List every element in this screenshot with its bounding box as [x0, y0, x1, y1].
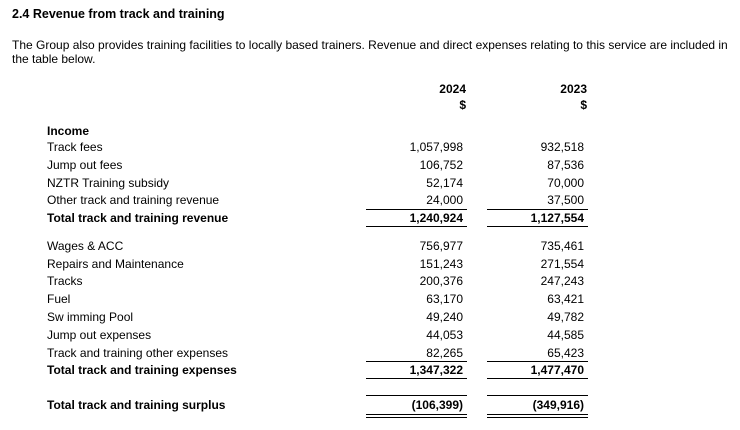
total-rule	[366, 226, 467, 227]
income-row-2023: 932,518	[540, 140, 584, 154]
total-revenue-2024: 1,240,924	[409, 211, 463, 225]
expense-row-2024: 63,170	[426, 292, 463, 306]
expense-row-2024: 44,053	[426, 328, 463, 342]
expense-row-2023: 49,782	[547, 310, 584, 324]
income-row-2023: 70,000	[547, 176, 584, 190]
income-row-2024: 106,752	[419, 158, 463, 172]
total-expenses-label: Total track and training expenses	[47, 363, 237, 377]
expense-row-label: Jump out expenses	[47, 328, 152, 342]
surplus-double-rule	[366, 414, 467, 418]
expense-row-2024: 151,243	[419, 257, 463, 271]
expense-row-2023: 247,243	[540, 274, 584, 288]
expense-row-2023: 44,585	[547, 328, 584, 342]
surplus-top-rule	[487, 395, 588, 396]
expense-row-label: Wages & ACC	[47, 239, 124, 253]
total-revenue-label: Total track and training revenue	[47, 211, 229, 225]
expense-row-2024: 200,376	[419, 274, 463, 288]
expense-row-2023: 65,423	[547, 346, 584, 360]
column-header-2024: 2024	[439, 82, 466, 96]
income-row-label: Jump out fees	[47, 158, 123, 172]
subtotal-rule	[487, 209, 588, 210]
section-title: 2.4 Revenue from track and training	[12, 7, 225, 21]
expense-row-label: Fuel	[47, 292, 71, 306]
expense-row-label: Sw imming Pool	[47, 310, 134, 324]
total-rule	[487, 378, 588, 379]
income-heading: Income	[47, 124, 90, 138]
expense-row-2023: 271,554	[540, 257, 584, 271]
column-currency-2023: $	[580, 98, 587, 112]
income-row-label: Track fees	[47, 140, 103, 154]
surplus-label: Total track and training surplus	[47, 398, 226, 412]
total-rule	[366, 378, 467, 379]
expense-row-label: Track and training other expenses	[47, 346, 228, 360]
section-description: The Group also provides training facilit…	[12, 38, 728, 66]
expense-row-label: Tracks	[47, 274, 83, 288]
income-row-2024: 52,174	[426, 176, 463, 190]
surplus-2024: (106,399)	[411, 398, 463, 412]
surplus-top-rule	[366, 395, 467, 396]
income-row-label: Other track and training revenue	[47, 193, 220, 207]
income-row-2024: 24,000	[426, 193, 463, 207]
total-expenses-2024: 1,347,322	[409, 363, 463, 377]
income-row-2023: 87,536	[547, 158, 584, 172]
income-row-label: NZTR Training subsidy	[47, 176, 170, 190]
expense-row-2024: 756,977	[419, 239, 463, 253]
subtotal-rule	[366, 209, 467, 210]
expense-row-2023: 735,461	[540, 239, 584, 253]
column-header-2023: 2023	[560, 82, 587, 96]
subtotal-rule	[487, 361, 588, 362]
expense-row-2023: 63,421	[547, 292, 584, 306]
total-revenue-2023: 1,127,554	[530, 211, 584, 225]
total-expenses-2023: 1,477,470	[530, 363, 584, 377]
income-row-2024: 1,057,998	[409, 140, 463, 154]
surplus-2023: (349,916)	[532, 398, 584, 412]
expense-row-label: Repairs and Maintenance	[47, 257, 184, 271]
expense-row-2024: 82,265	[426, 346, 463, 360]
income-row-2023: 37,500	[547, 193, 584, 207]
expense-row-2024: 49,240	[426, 310, 463, 324]
subtotal-rule	[366, 361, 467, 362]
surplus-double-rule	[487, 414, 588, 418]
total-rule	[487, 226, 588, 227]
column-currency-2024: $	[459, 98, 466, 112]
